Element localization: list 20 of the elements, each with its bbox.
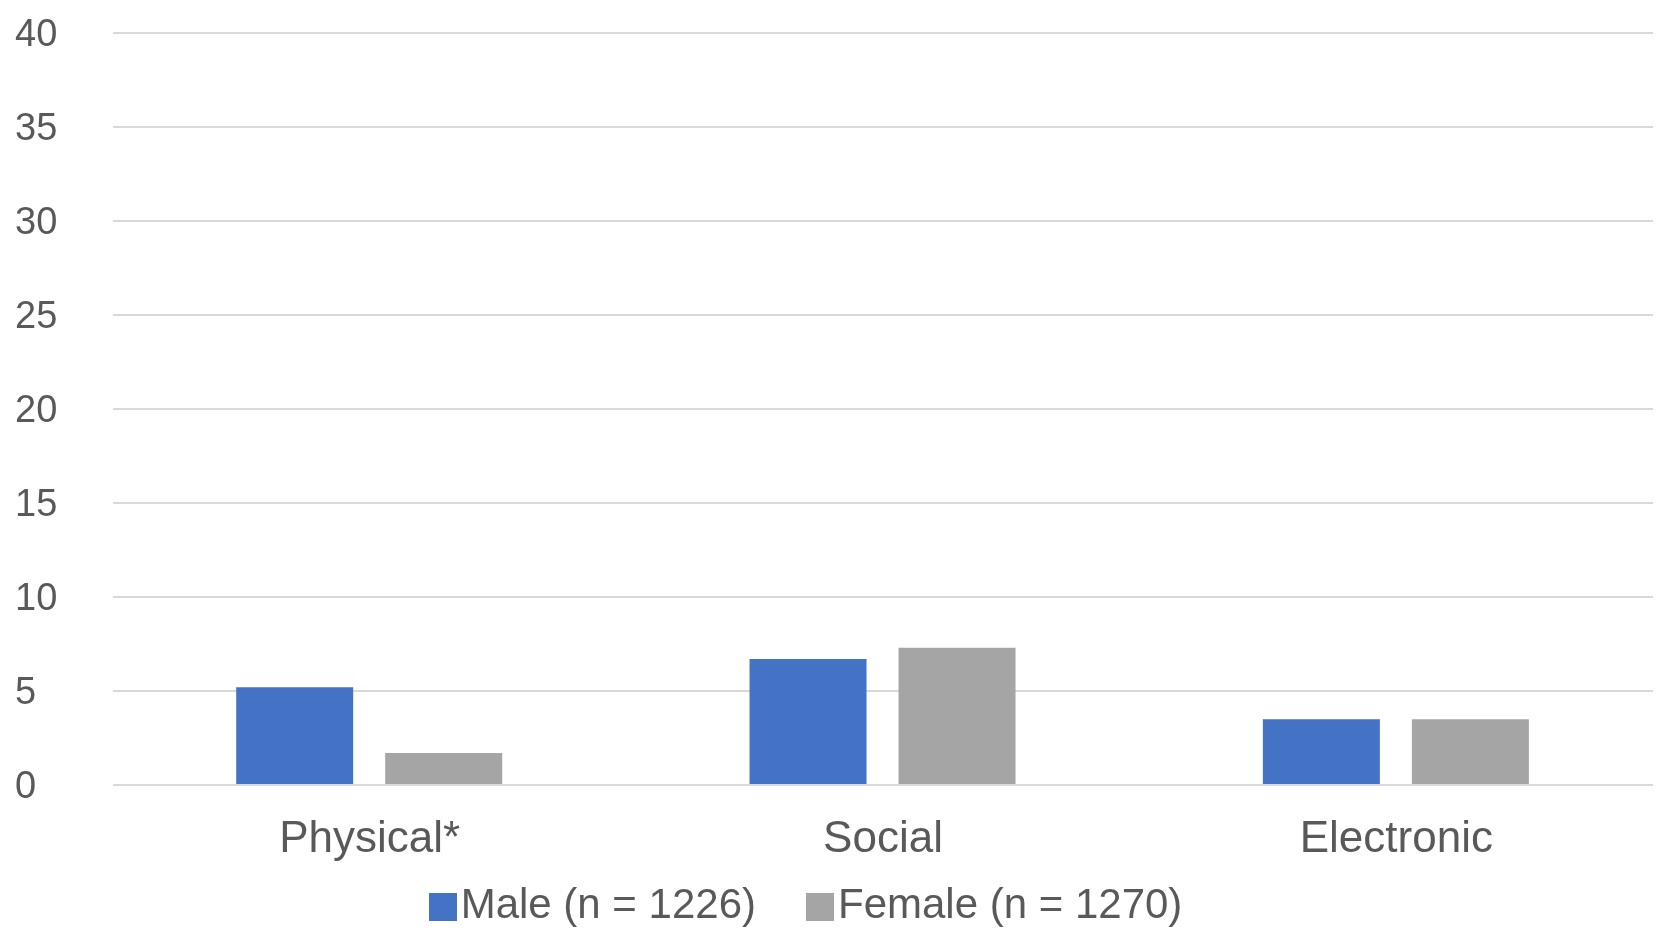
bar: [749, 659, 867, 785]
bar: [1411, 719, 1529, 785]
y-tick-label: 5: [15, 670, 37, 713]
y-tick-label: 15: [15, 482, 58, 525]
bar: [898, 647, 1016, 785]
x-tick-label: Social: [823, 812, 943, 862]
legend-label: Male (n = 1226): [460, 880, 756, 927]
y-tick-label: 30: [15, 200, 58, 243]
x-tick-label: Electronic: [1299, 812, 1493, 862]
y-tick-label: 35: [15, 106, 58, 149]
y-tick-label: 10: [15, 576, 58, 619]
legend-label: Female (n = 1270): [837, 880, 1183, 927]
bar: [385, 753, 503, 785]
y-tick-label: 20: [15, 388, 58, 431]
bar: [236, 687, 354, 785]
bar: [1262, 719, 1380, 785]
y-tick-label: 40: [15, 12, 58, 55]
y-tick-label: 25: [15, 294, 58, 337]
y-tick-label: 0: [15, 764, 37, 807]
x-tick-label: Physical*: [279, 812, 461, 862]
